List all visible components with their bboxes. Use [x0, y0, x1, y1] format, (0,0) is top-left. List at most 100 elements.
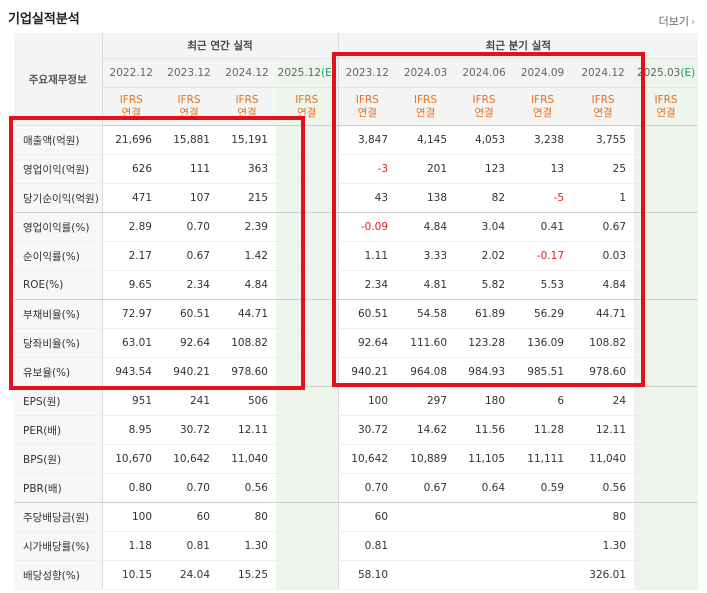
cell-quarter-5	[634, 328, 699, 358]
table-row: ROE(%) 9.65 2.34 4.84 2.34 4.81 5.82 5.53 4.84	[14, 270, 699, 300]
quarterly-results-header: 최근 분기 실적	[338, 33, 699, 59]
consolidated-label: 연결	[415, 106, 436, 119]
consolidated-label: 연결	[297, 106, 317, 119]
consolidated-label: 연결	[357, 106, 377, 119]
cell-annual-0: 10,670	[102, 444, 160, 474]
ifrs-header-quarter-5: IFRS 연결	[634, 87, 699, 126]
cell-quarter-3: 985.51	[513, 357, 573, 387]
cell-quarter-4: 25	[572, 154, 635, 184]
ifrs-label: IFRS	[654, 93, 678, 106]
table-body: 매출액(억원) 21,696 15,881 15,191 3,847 4,145 4,053…	[14, 125, 699, 590]
cell-annual-0: 21,696	[102, 125, 160, 155]
row-label: ROE(%)	[14, 270, 103, 300]
cell-quarter-3: 56.29	[513, 299, 573, 329]
cell-quarter-1: 14.62	[396, 415, 456, 445]
period-label: 2025.12	[277, 67, 322, 79]
cell-annual-3	[276, 183, 339, 213]
more-link[interactable]: 더보기 ›	[659, 13, 695, 29]
row-label: PBR(배)	[14, 473, 103, 503]
cell-quarter-1: 3.33	[396, 241, 456, 271]
cell-quarter-4: 3,755	[572, 125, 635, 155]
ifrs-header-quarter-0: IFRS 연결	[337, 87, 397, 126]
cell-quarter-1: 111.60	[396, 328, 456, 358]
cell-annual-1: 15,881	[160, 125, 218, 155]
row-label: BPS(원)	[14, 444, 103, 474]
table-row: PBR(배) 0.80 0.70 0.56 0.70 0.67 0.64 0.59 0.56	[14, 473, 699, 503]
cell-quarter-3: 0.59	[513, 473, 573, 503]
cell-quarter-1: 10,889	[396, 444, 456, 474]
table-row: 부채비율(%) 72.97 60.51 44.71 60.51 54.58 61.89 56.…	[14, 299, 699, 329]
cell-annual-0: 2.89	[102, 212, 160, 242]
cell-annual-3	[276, 502, 339, 532]
period-header-annual-0: 2022.12	[102, 58, 160, 88]
cell-quarter-1	[396, 560, 456, 590]
cell-quarter-5	[634, 415, 699, 445]
cell-quarter-4: 108.82	[572, 328, 635, 358]
ifrs-label: IFRS	[413, 93, 438, 106]
cell-quarter-4: 12.11	[572, 415, 635, 445]
cell-quarter-5	[634, 183, 699, 213]
cell-quarter-4: 80	[572, 502, 635, 532]
cell-quarter-3	[513, 502, 573, 532]
cell-quarter-5	[634, 560, 699, 590]
cell-quarter-1: 297	[396, 386, 456, 416]
cell-annual-0: 951	[102, 386, 160, 416]
period-header-annual-1: 2023.12	[160, 58, 218, 88]
section-title: 기업실적분석	[8, 12, 80, 27]
consolidated-label: 연결	[532, 106, 553, 119]
cell-quarter-4: 1	[572, 183, 635, 213]
cell-quarter-2: 5.82	[455, 270, 514, 300]
annual-results-header: 최근 연간 실적	[102, 33, 339, 59]
cell-quarter-2	[455, 560, 514, 590]
cell-annual-2: 363	[218, 154, 276, 184]
cell-quarter-0: 100	[337, 386, 397, 416]
cell-quarter-1: 54.58	[396, 299, 456, 329]
cell-annual-0: 72.97	[102, 299, 160, 329]
row-label: 순이익률(%)	[14, 241, 103, 271]
cell-quarter-1: 4.84	[396, 212, 456, 242]
period-header-quarter-1: 2024.03	[396, 58, 456, 88]
cell-annual-2: 4.84	[218, 270, 276, 300]
cell-annual-3	[276, 270, 339, 300]
cell-quarter-5	[634, 357, 699, 387]
cell-quarter-3: 136.09	[513, 328, 573, 358]
cell-annual-3	[276, 299, 339, 329]
ifrs-header-quarter-4: IFRS 연결	[572, 87, 635, 126]
cell-quarter-0: 60.51	[337, 299, 397, 329]
ifrs-label: IFRS	[530, 93, 555, 106]
cell-quarter-0: 58.10	[337, 560, 397, 590]
cell-quarter-3: 0.41	[513, 212, 573, 242]
cell-annual-1: 10,642	[160, 444, 218, 474]
cell-quarter-0: 0.70	[337, 473, 397, 503]
cell-annual-2: 80	[218, 502, 276, 532]
cell-quarter-3	[513, 531, 573, 561]
consolidated-label: 연결	[179, 106, 199, 119]
cell-quarter-4: 0.67	[572, 212, 635, 242]
cell-quarter-5	[634, 241, 699, 271]
cell-quarter-2	[455, 502, 514, 532]
consolidated-label: 연결	[593, 106, 613, 119]
cell-annual-2: 1.42	[218, 241, 276, 271]
consolidated-label: 연결	[656, 106, 676, 119]
ifrs-header-annual-0: IFRS 연결	[102, 87, 160, 126]
cell-annual-2: 108.82	[218, 328, 276, 358]
period-label: 2025.03	[636, 67, 681, 79]
cell-annual-3	[276, 328, 339, 358]
table-row: EPS(원) 951 241 506 100 297 180 6 24	[14, 386, 699, 416]
cell-quarter-0: 10,642	[337, 444, 397, 474]
period-header-quarter-0: 2023.12	[337, 58, 397, 88]
row-label: 당기순이익(억원)	[14, 183, 103, 213]
table-row: 유보율(%) 943.54 940.21 978.60 940.21 964.08 984.…	[14, 357, 699, 387]
cell-quarter-5	[634, 502, 699, 532]
cell-quarter-2: 0.64	[455, 473, 514, 503]
ifrs-header-annual-1: IFRS 연결	[160, 87, 218, 126]
cell-quarter-3: 5.53	[513, 270, 573, 300]
ifrs-header-quarter-1: IFRS 연결	[396, 87, 456, 126]
cell-quarter-4: 11,040	[572, 444, 635, 474]
cell-quarter-1	[396, 531, 456, 561]
cell-annual-3	[276, 241, 339, 271]
cell-quarter-3: 11,111	[513, 444, 573, 474]
row-label: PER(배)	[14, 415, 103, 445]
cell-quarter-2: 2.02	[455, 241, 514, 271]
period-header-row: 2022.12 2023.12 2024.12 2025.12(E) 2023.12 20…	[14, 58, 699, 88]
